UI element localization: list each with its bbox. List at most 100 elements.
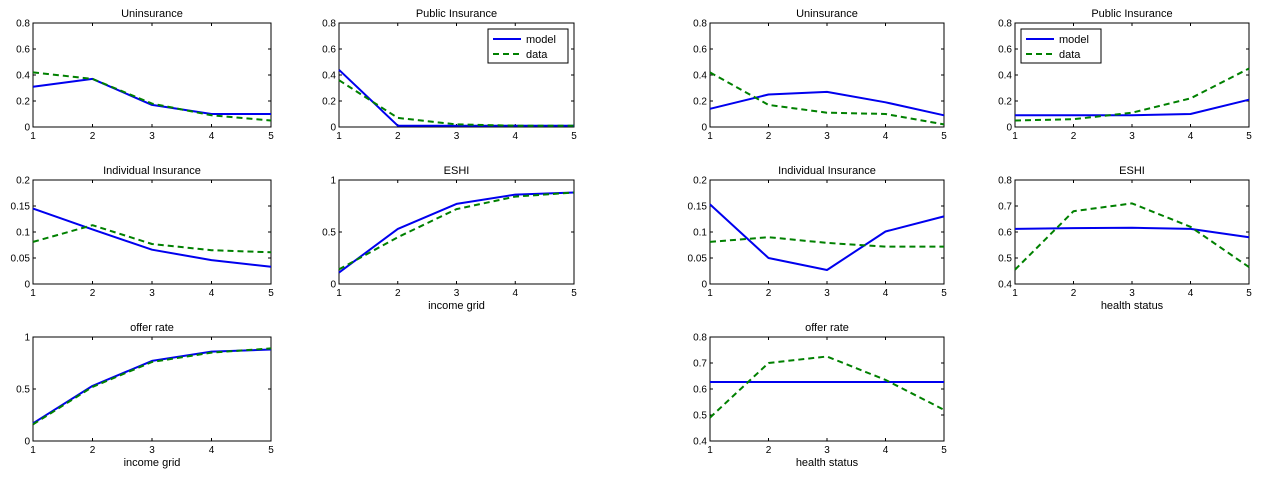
- x-tick-label: 5: [268, 131, 274, 142]
- x-tick-label: 5: [268, 288, 274, 299]
- x-tick-label: 2: [90, 445, 96, 456]
- y-tick-label: 0.8: [998, 19, 1012, 30]
- x-tick-label: 3: [824, 131, 830, 142]
- plot-area: [32, 22, 272, 128]
- y-tick-label: 0.4: [693, 71, 707, 82]
- x-axis-label: income grid: [124, 457, 181, 469]
- plot-area: [709, 336, 945, 442]
- x-tick-label: 2: [90, 131, 96, 142]
- subplot: ESHI 1 2 3 4 5 0 0.5 1 income grid: [322, 165, 577, 312]
- subplot: Uninsurance 1 2 3 4 5 0 0.2 0.4 0.6 0.8: [693, 8, 947, 142]
- subplot-title: Public Insurance: [1091, 8, 1172, 20]
- x-tick-label: 5: [1246, 131, 1252, 142]
- y-tick-label: 0.2: [322, 97, 336, 108]
- model-series-line: [338, 191, 575, 274]
- x-tick-label: 5: [268, 445, 274, 456]
- x-tick-label: 3: [149, 288, 155, 299]
- x-tick-label: 3: [454, 288, 460, 299]
- plot-area: [709, 179, 945, 285]
- y-tick-label: 0: [701, 123, 707, 134]
- x-tick-label: 1: [30, 131, 36, 142]
- y-tick-label: 0.7: [693, 359, 707, 370]
- subplot-title: offer rate: [130, 322, 174, 334]
- y-tick-label: 0.4: [693, 437, 707, 448]
- legend: model data: [1020, 28, 1102, 64]
- subplot-title: offer rate: [805, 322, 849, 334]
- y-tick-label: 0.8: [322, 19, 336, 30]
- x-tick-label: 3: [824, 445, 830, 456]
- subplot: offer rate 1 2 3 4 5 0 0.5 1 income grid: [16, 322, 274, 469]
- data-series-line: [1014, 202, 1250, 271]
- x-tick-label: 2: [766, 288, 772, 299]
- subplot-title: Public Insurance: [416, 8, 497, 20]
- x-tick-label: 2: [1071, 288, 1077, 299]
- y-tick-label: 0.5: [322, 228, 336, 239]
- x-tick-label: 3: [1129, 131, 1135, 142]
- y-tick-label: 0.05: [688, 254, 708, 265]
- x-tick-label: 1: [1012, 131, 1018, 142]
- y-tick-label: 0.1: [693, 228, 707, 239]
- subplot-title: ESHI: [444, 165, 470, 177]
- x-tick-label: 2: [766, 131, 772, 142]
- subplot: Individual Insurance 1 2 3 4 5 0 0.05 0.1 0.15 0.2: [688, 165, 948, 299]
- model-series-line: [32, 77, 271, 115]
- subplot-title: Uninsurance: [121, 8, 183, 20]
- x-tick-label: 1: [336, 288, 342, 299]
- legend-box: [487, 28, 569, 64]
- legend-label: model: [526, 34, 556, 46]
- y-tick-label: 0.2: [998, 97, 1012, 108]
- y-tick-label: 0.6: [693, 45, 707, 56]
- y-tick-label: 0: [24, 280, 30, 291]
- x-tick-label: 3: [1129, 288, 1135, 299]
- y-tick-label: 0.4: [998, 71, 1012, 82]
- x-tick-label: 5: [941, 445, 947, 456]
- x-tick-label: 4: [883, 445, 889, 456]
- y-tick-label: 1: [330, 176, 336, 187]
- subplot: Public Insurance 1 2 3 4 5 0 0.2 0.4 0.6 0.8 model d…: [998, 8, 1252, 142]
- x-tick-label: 4: [512, 288, 518, 299]
- x-tick-label: 2: [90, 288, 96, 299]
- data-series-line: [338, 191, 575, 271]
- x-tick-label: 1: [336, 131, 342, 142]
- y-tick-label: 0: [24, 437, 30, 448]
- y-tick-label: 0.15: [11, 202, 31, 213]
- x-tick-label: 1: [707, 288, 713, 299]
- x-tick-label: 4: [209, 288, 215, 299]
- y-tick-label: 0.5: [693, 411, 707, 422]
- x-tick-label: 2: [766, 445, 772, 456]
- legend: model data: [487, 28, 569, 64]
- x-tick-label: 3: [149, 445, 155, 456]
- data-series-line: [32, 224, 272, 254]
- x-tick-label: 2: [395, 288, 401, 299]
- x-tick-label: 4: [883, 131, 889, 142]
- x-tick-label: 4: [1188, 288, 1194, 299]
- y-tick-label: 0.6: [693, 385, 707, 396]
- y-tick-label: 0.2: [693, 97, 707, 108]
- y-tick-label: 0.4: [322, 71, 336, 82]
- y-tick-label: 0.4: [998, 280, 1012, 291]
- subplot: Individual Insurance 1 2 3 4 5 0 0.05 0.1 0.15 0.2: [11, 165, 275, 299]
- y-tick-label: 1: [24, 333, 30, 344]
- data-series-line: [709, 355, 945, 419]
- subplot: Uninsurance 1 2 3 4 5 0 0.2 0.4 0.6 0.8: [16, 8, 274, 142]
- x-tick-label: 5: [571, 131, 577, 142]
- x-tick-label: 1: [30, 445, 36, 456]
- legend-label: data: [1059, 49, 1081, 61]
- x-tick-label: 5: [1246, 288, 1252, 299]
- x-tick-label: 5: [941, 131, 947, 142]
- subplot-title: ESHI: [1119, 165, 1145, 177]
- model-series-line: [1015, 98, 1250, 117]
- y-tick-label: 0.2: [16, 97, 30, 108]
- plot-area: [32, 336, 272, 442]
- y-tick-label: 0.2: [16, 176, 30, 187]
- y-tick-label: 0.5: [16, 385, 30, 396]
- x-tick-label: 5: [571, 288, 577, 299]
- y-tick-label: 0: [701, 280, 707, 291]
- x-tick-label: 5: [941, 288, 947, 299]
- plot-area: [709, 22, 945, 128]
- y-tick-label: 0.8: [693, 19, 707, 30]
- data-series-line: [32, 71, 272, 122]
- legend-label: model: [1059, 34, 1089, 46]
- x-axis-label: health status: [796, 457, 859, 469]
